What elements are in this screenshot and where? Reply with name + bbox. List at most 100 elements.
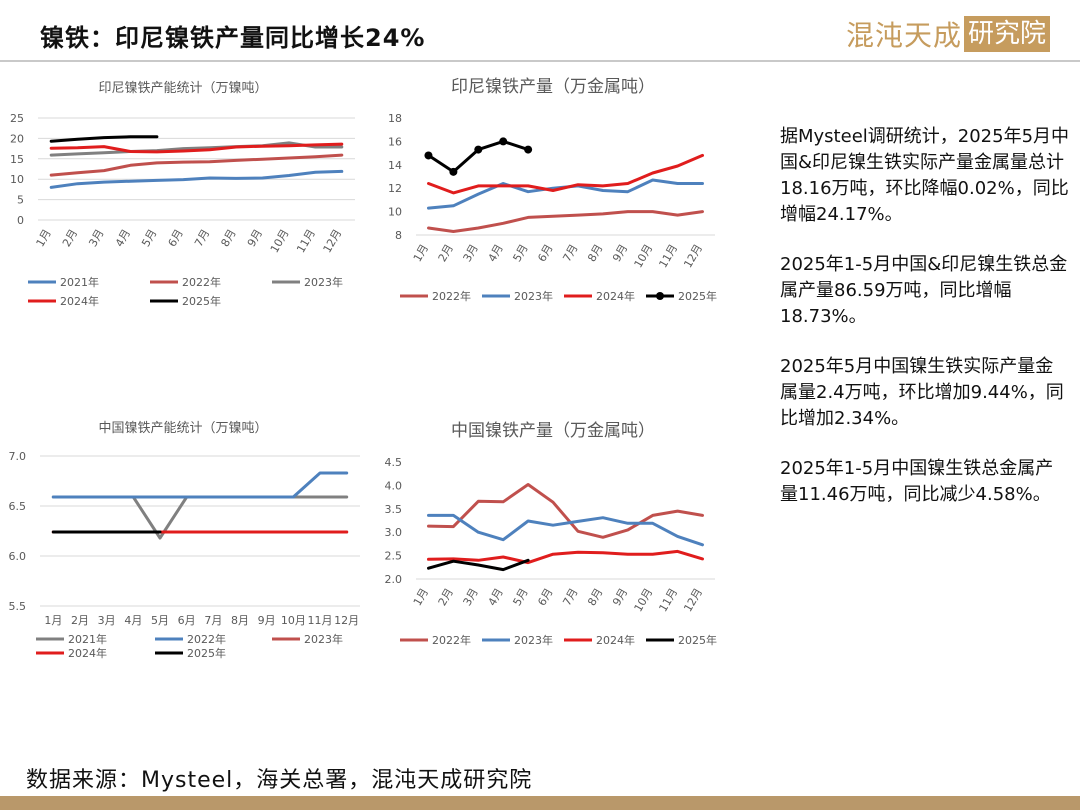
- y-tick-label: 25: [10, 112, 24, 125]
- y-tick-label: 0: [17, 214, 24, 227]
- series-line: [49, 169, 344, 189]
- series-line: [49, 135, 159, 143]
- x-tick-label: 9月: [610, 242, 630, 264]
- y-tick-label: 3.5: [385, 503, 403, 516]
- chart-china-output: 中国镍铁产量（万金属吨） 2.0 2.5 3.0 3.5 4.0 4.5 1月 2月 3月 4月 5…: [385, 421, 718, 647]
- brand-logo: 混沌天成 研究院: [846, 14, 1051, 54]
- legend-label: 2022年: [432, 289, 471, 303]
- x-tick-label: 12月: [681, 242, 705, 270]
- x-tick-label: 4月: [486, 586, 506, 608]
- x-tick-label: 7月: [560, 586, 580, 608]
- y-tick-label: 10: [10, 173, 24, 186]
- series-point: [449, 167, 458, 176]
- x-tick-label: 6月: [178, 614, 196, 627]
- page-title: 镍铁：印尼镍铁产量同比增长24%: [40, 24, 426, 52]
- y-tick-label: 6.5: [9, 500, 27, 513]
- x-tick-label: 3月: [86, 227, 106, 249]
- x-tick-label: 2月: [436, 586, 456, 608]
- x-tick-label: 12月: [321, 227, 345, 255]
- x-tick-label: 8月: [585, 242, 605, 264]
- y-tick-label: 8: [395, 229, 402, 242]
- commentary-paragraph: 2025年1-5月中国镍生铁总金属产量11.46万吨，同比减少4.58%。: [780, 458, 1054, 505]
- legend-label: 2022年: [182, 275, 221, 289]
- y-tick-label: 7.0: [9, 450, 27, 463]
- logo-box: 研究院: [964, 16, 1051, 52]
- legend-label: 2025年: [187, 646, 226, 660]
- x-tick-label: 11月: [656, 586, 680, 614]
- x-tick-label: 5月: [139, 227, 159, 249]
- x-tick-label: 8月: [585, 586, 605, 608]
- x-tick-label: 11月: [308, 614, 333, 627]
- series-line: [49, 153, 344, 177]
- x-tick-label: 3月: [461, 242, 481, 264]
- x-tick-label: 10月: [281, 614, 306, 627]
- y-tick-label: 5: [17, 194, 24, 207]
- commentary: 据Mysteel调研统计，2025年5月中国&印尼镍生铁实际产量金属量总计18.…: [780, 124, 1070, 532]
- x-tick-label: 10月: [632, 242, 656, 270]
- legend-label: 2021年: [68, 632, 107, 646]
- x-tick-label: 1月: [411, 586, 431, 608]
- y-tick-label: 4.5: [385, 456, 403, 469]
- x-tick-label: 9月: [258, 614, 276, 627]
- x-tick-label: 1月: [44, 614, 62, 627]
- legend-label: 2023年: [514, 633, 553, 647]
- legend-label: 2025年: [678, 289, 717, 303]
- x-tick-label: 7月: [560, 242, 580, 264]
- x-tick-label: 12月: [334, 614, 359, 627]
- x-tick-label: 3月: [461, 586, 481, 608]
- y-tick-label: 3.0: [385, 526, 403, 539]
- x-tick-label: 2月: [436, 242, 456, 264]
- logo-name: 混沌天成: [846, 19, 963, 52]
- x-tick-label: 12月: [681, 586, 705, 614]
- chart-indonesia-capacity: 印尼镍铁产能统计（万镍吨） 0 5 10 15 20 25 1月 2月 3月 4月 5月 6月 7月 8月…: [10, 81, 355, 308]
- chart-title: 中国镍铁产能统计（万镍吨）: [98, 421, 267, 436]
- x-tick-label: 9月: [610, 586, 630, 608]
- series-line: [427, 153, 704, 195]
- series-line: [427, 483, 704, 539]
- data-source: 数据来源：Mysteel，海关总署，混沌天成研究院: [26, 768, 533, 793]
- series-point: [474, 145, 483, 154]
- x-tick-label: 11月: [294, 227, 318, 255]
- x-tick-label: 5月: [510, 242, 530, 264]
- y-tick-label: 2.5: [385, 550, 403, 563]
- series-line: [49, 142, 344, 154]
- commentary-paragraph: 2025年5月中国镍生铁实际产量金属量2.4万吨，环比增加9.44%，同比增加2…: [780, 356, 1064, 429]
- series-line: [51, 471, 349, 499]
- commentary-paragraph: 2025年1-5月中国&印尼镍生铁总金属产量86.59万吨，同比增幅18.73%…: [780, 254, 1068, 327]
- y-tick-label: 20: [10, 132, 24, 145]
- x-tick-label: 8月: [231, 614, 249, 627]
- chart-indonesia-output: 印尼镍铁产量（万金属吨） 8 10 12 14 16 18 1月 2月 3月 4月 5月 6月 7月 8月…: [388, 77, 717, 303]
- series-line: [427, 558, 530, 572]
- y-tick-label: 15: [10, 153, 24, 166]
- x-tick-label: 6月: [535, 242, 555, 264]
- series-point: [499, 137, 508, 146]
- x-tick-label: 10月: [268, 227, 292, 255]
- chart-china-capacity: 中国镍铁产能统计（万镍吨） 5.5 6.0 6.5 7.0 1月 2月 3月 4月 5月 6月 7月…: [9, 421, 360, 660]
- chart-title: 印尼镍铁产能统计（万镍吨）: [98, 81, 267, 96]
- x-tick-label: 4月: [124, 614, 142, 627]
- footer-bar: [0, 796, 1080, 810]
- x-tick-label: 7月: [204, 614, 222, 627]
- legend-label: 2024年: [60, 294, 99, 308]
- legend-marker: [656, 292, 664, 300]
- x-tick-label: 5月: [510, 586, 530, 608]
- legend-label: 2023年: [304, 632, 343, 646]
- x-tick-label: 2月: [60, 227, 80, 249]
- y-tick-label: 10: [388, 206, 402, 219]
- legend-label: 2023年: [514, 289, 553, 303]
- legend-label: 2021年: [60, 275, 99, 289]
- series-line: [427, 178, 704, 210]
- x-tick-label: 3月: [98, 614, 116, 627]
- x-tick-label: 9月: [245, 227, 265, 249]
- series-point: [424, 151, 433, 160]
- legend-label: 2023年: [304, 275, 343, 289]
- x-tick-label: 1月: [411, 242, 431, 264]
- series-line: [49, 141, 344, 157]
- series-line: [427, 513, 704, 547]
- legend-label: 2022年: [432, 633, 471, 647]
- header-divider: [0, 60, 1080, 62]
- x-tick-label: 2月: [71, 614, 89, 627]
- x-tick-label: 4月: [113, 227, 133, 249]
- series-point: [524, 145, 533, 154]
- x-tick-label: 1月: [34, 227, 54, 249]
